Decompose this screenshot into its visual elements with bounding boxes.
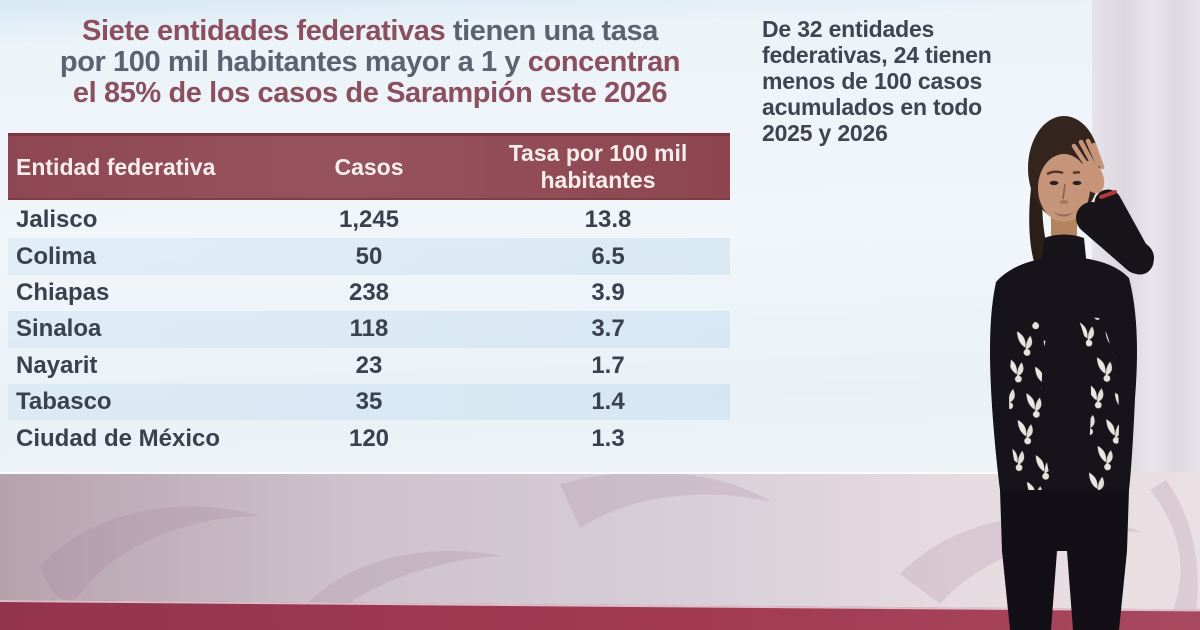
eye [1072, 180, 1082, 186]
table-row: Chiapas 238 3.9 [8, 275, 730, 311]
title-segment: Siete entidades federativas [82, 15, 446, 47]
backdrop-swirl-pattern [40, 472, 1198, 612]
forearm [1094, 189, 1154, 275]
pants [1000, 490, 1129, 551]
table-row: Nayarit 23 1.7 [8, 348, 730, 384]
column-header-tasa: Tasa por 100 mil habitantes [508, 140, 688, 193]
jacket-floral-panel [1077, 316, 1120, 490]
red-bracelet [1099, 190, 1117, 199]
nose-shadow [1059, 200, 1069, 204]
cell-casos: 50 [355, 242, 383, 270]
side-note: De 32 entidades federativas, 24 tienen m… [762, 16, 992, 146]
title-segment: por 100 mil habitantes mayor a 1 y [59, 46, 528, 78]
hairline [1037, 134, 1091, 178]
cell-tasa: 6.5 [591, 242, 625, 270]
fingers [1071, 138, 1105, 170]
nose [1062, 183, 1066, 200]
cell-casos: 1,245 [338, 206, 400, 234]
speaker-photo [990, 116, 1154, 630]
stage-backdrop-band [0, 472, 1200, 612]
cell-entidad: Tabasco [16, 388, 112, 416]
cell-entidad: Jalisco [16, 206, 98, 234]
cases-table: Jalisco 1,245 13.8 Colima 50 6.5 Chiapas… [8, 202, 730, 457]
cell-tasa: 1.3 [591, 424, 625, 452]
cell-tasa: 3.9 [591, 278, 625, 306]
pants-leg [1002, 551, 1057, 630]
column-header-entidad: Entidad federativa [16, 153, 216, 180]
slide-title: Siete entidades federativas tienen una t… [15, 16, 725, 109]
table-row: Sinaloa 118 3.7 [8, 311, 730, 348]
title-line-1: Siete entidades federativas tienen una t… [15, 16, 725, 47]
cell-entidad: Sinaloa [16, 315, 102, 343]
title-line-3: el 85% de los casos de Sarampión este 20… [15, 78, 725, 109]
pants-leg [1067, 551, 1127, 630]
cell-entidad: Ciudad de México [16, 424, 221, 452]
cell-entidad: Nayarit [16, 351, 98, 379]
cell-casos: 238 [348, 278, 390, 306]
cell-tasa: 13.8 [584, 206, 632, 234]
table-row: Jalisco 1,245 13.8 [8, 202, 730, 238]
eye [1049, 180, 1059, 186]
cell-casos: 118 [349, 315, 389, 343]
eyebrow [1046, 170, 1064, 176]
lips [1053, 212, 1074, 217]
cell-entidad: Chiapas [16, 278, 110, 306]
cell-tasa: 3.7 [591, 315, 625, 343]
title-segment: tienen una tasa [445, 15, 659, 47]
table-header: Entidad federativa Casos Tasa por 100 mi… [8, 133, 730, 200]
title-segment: el 85% de los casos de Sarampión este 20… [72, 77, 668, 109]
cell-casos: 120 [348, 424, 390, 452]
table-row: Colima 50 6.5 [8, 238, 730, 275]
title-line-2: por 100 mil habitantes mayor a 1 y conce… [15, 47, 725, 78]
cell-casos: 35 [355, 388, 383, 416]
jacket-floral-panel [1009, 322, 1053, 490]
table-row: Tabasco 35 1.4 [8, 383, 730, 421]
cell-tasa: 1.4 [591, 388, 625, 416]
cell-tasa: 1.7 [591, 351, 625, 379]
cell-entidad: Colima [16, 242, 97, 270]
title-segment: concentran [527, 46, 681, 78]
cell-casos: 23 [355, 351, 383, 379]
projection-screen: Siete entidades federativas tienen una t… [0, 0, 1092, 474]
column-header-casos: Casos [334, 153, 404, 180]
hand [1079, 160, 1105, 194]
table-row: Ciudad de México 120 1.3 [8, 420, 730, 456]
